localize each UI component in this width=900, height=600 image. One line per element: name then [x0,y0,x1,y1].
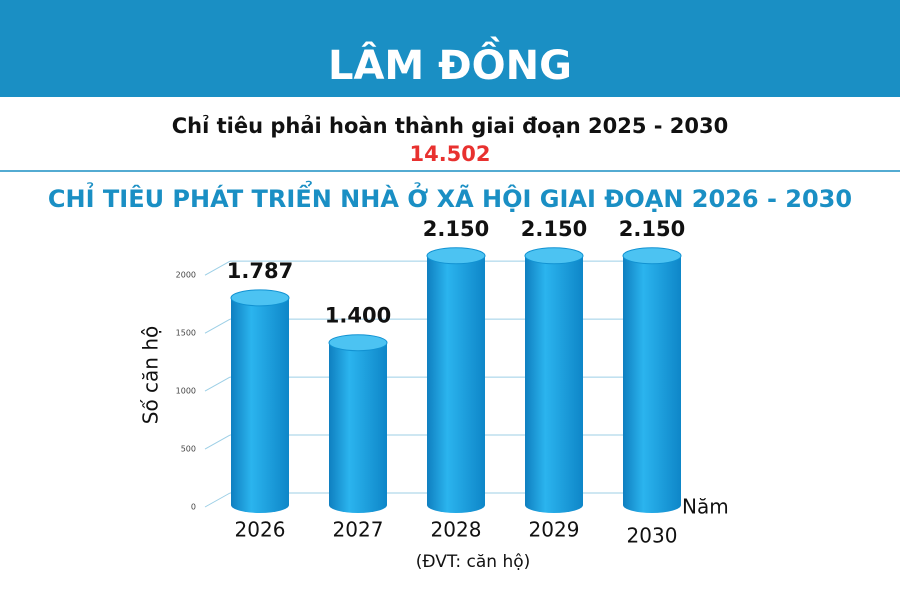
y-tick-label: 0 [191,503,196,512]
y-tick-label: 2000 [176,271,196,280]
header-subtitle: Chỉ tiêu phải hoàn thành giai đoạn 2025 … [172,114,729,138]
y-tick-label: 1500 [176,329,196,338]
bar [231,297,289,513]
header-title: LÂM ĐỒNG [328,35,572,89]
value-label: 1.400 [325,304,391,328]
grid-line-slant [204,492,231,508]
x-tick-label: 2026 [235,518,286,542]
x-tick-label: 2029 [529,518,580,542]
chart-title: CHỈ TIÊU PHÁT TRIỂN NHÀ Ở XÃ HỘI GIAI ĐO… [48,179,852,213]
x-tick-label: 2028 [431,518,482,542]
bar-top [230,289,290,307]
bar-top [328,334,388,352]
y-axis-label: Số căn hộ [139,326,163,425]
bar [329,342,387,513]
x-tick-label: 2027 [333,518,384,542]
grid-line-slant [204,376,231,392]
grid-line-slant [204,318,231,334]
bar [623,255,681,513]
bar-top [524,247,584,265]
x-axis-label: Năm [682,495,729,519]
bar [427,255,485,513]
value-label: 2.150 [619,217,685,241]
x-tick-label: 2030 [627,524,678,548]
value-label: 2.150 [521,217,587,241]
bar [525,255,583,513]
unit-note: (ĐVT: căn hộ) [416,552,531,572]
y-tick-label: 500 [181,445,196,454]
bar-top [426,247,486,265]
y-tick-label: 1000 [176,387,196,396]
header-band [0,0,900,97]
value-label: 2.150 [423,217,489,241]
header-total: 14.502 [409,142,490,166]
grid-line-slant [204,260,231,276]
grid-line-slant [204,434,231,450]
value-label: 1.787 [227,259,293,283]
bar-top [622,247,682,265]
